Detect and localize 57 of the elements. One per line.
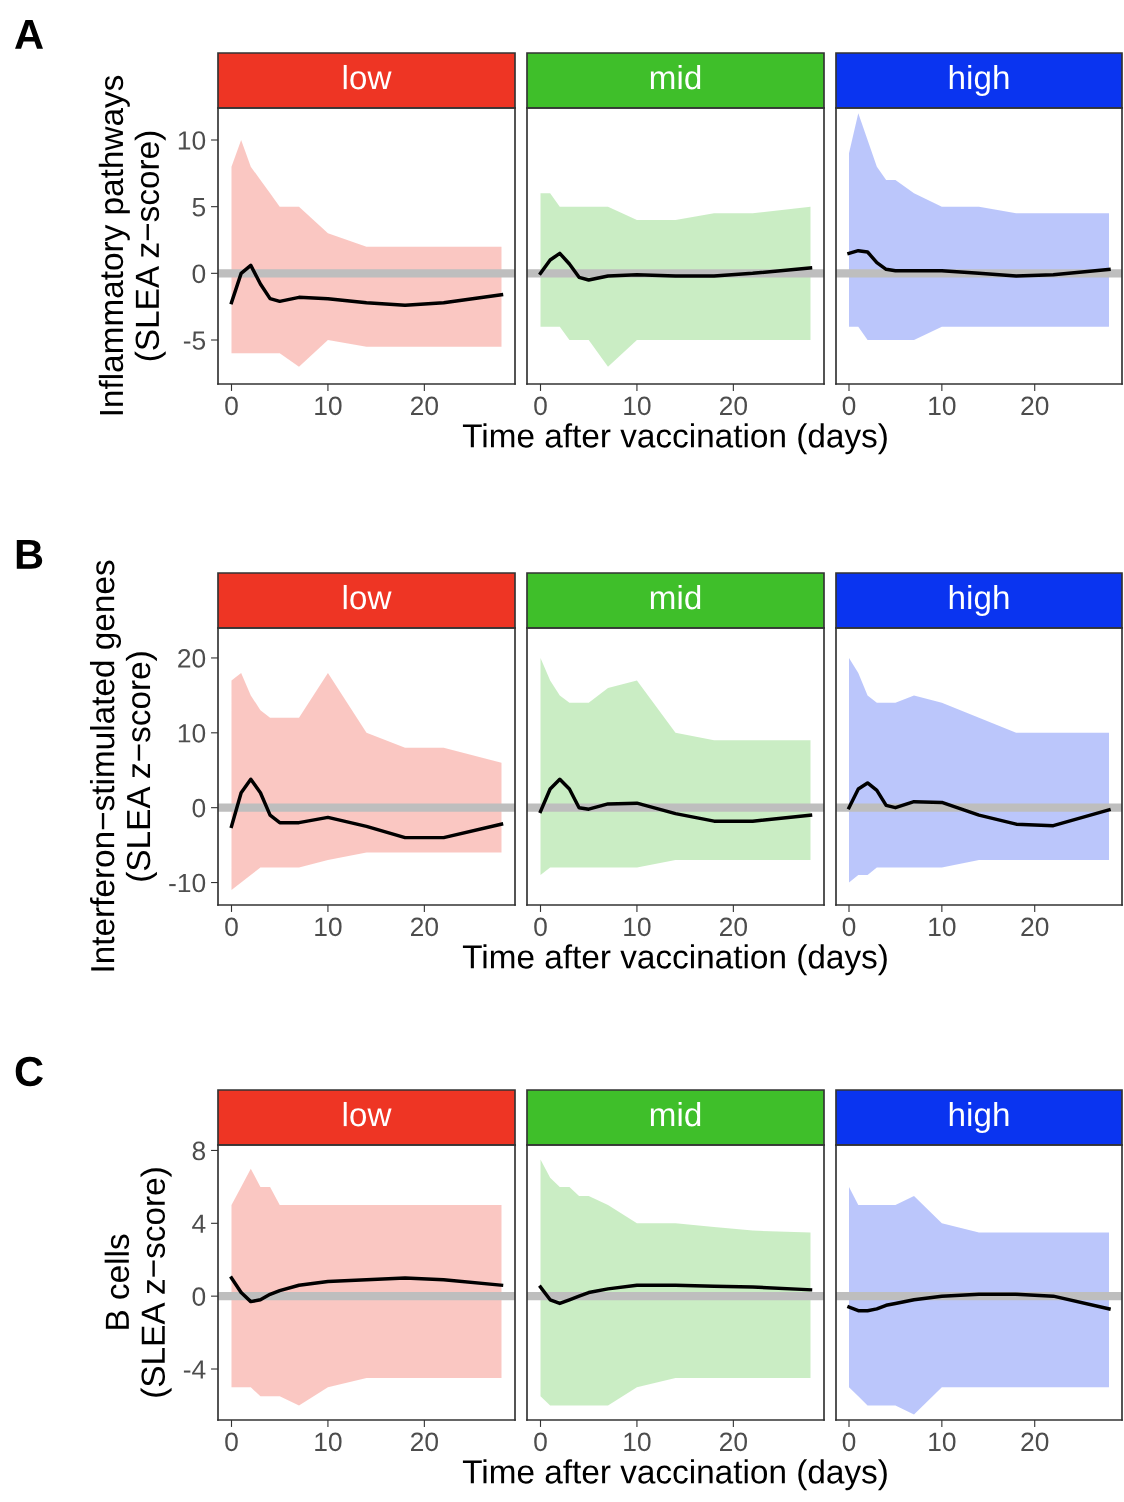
chart-title: high [949,1101,1009,1134]
y-tick-label: 10 [178,131,206,150]
y-tick-label: -4 [183,1360,206,1379]
text: C [15,1056,43,1087]
x-tick-label: 0 [225,1432,238,1452]
x-tick-label: 10 [315,396,342,416]
x-tick-label: 20 [1021,396,1049,416]
x-tick-label: 0 [842,396,856,416]
x-tick-label: 0 [534,917,547,937]
x-tick-label: 20 [720,1432,747,1452]
x-tick-label: 0 [225,917,238,937]
y-tick-label: -10 [169,873,206,893]
chart-title: mid [650,584,701,610]
y-tick-label: 0 [192,264,206,284]
y-tick-label: 20 [178,649,206,668]
x-tick-label: 20 [411,917,438,937]
y-tick-label: 10 [178,723,206,743]
x-tick-label: 0 [225,396,238,416]
y-axis-title: Inflammatory pathways (SLEA z−score) [98,75,166,415]
chart-title: low [343,584,392,610]
x-tick-label: 10 [929,1432,956,1452]
x-axis-title: Time after vaccination (days) [462,423,887,455]
x-tick-label: 10 [929,917,956,937]
x-tick-label: 10 [315,1432,342,1452]
y-tick-label: -5 [183,331,206,350]
x-tick-label: 10 [315,917,342,937]
x-tick-label: 20 [1021,1432,1049,1452]
x-tick-label: 20 [411,396,438,416]
x-tick-label: 0 [842,917,856,937]
chart-title: mid [650,64,701,90]
x-tick-label: 20 [720,396,747,416]
text: B [16,540,43,569]
x-axis-title: Time after vaccination (days) [462,1459,887,1491]
x-tick-label: 20 [720,917,747,937]
chart-title: low [343,64,392,90]
chart-title: low [343,1101,392,1127]
y-tick-label: 5 [192,198,206,217]
x-tick-label: 10 [624,396,651,416]
y-axis-title: Interferon−stimulated genes (SLEA z−score) [89,560,157,971]
y-axis-title: B cells (SLEA z−score) [104,1168,172,1397]
chart-title: mid [650,1101,701,1127]
x-tick-label: 20 [1021,917,1049,937]
text: A [15,20,43,49]
y-tick-label: 0 [192,798,206,818]
y-tick-label: 0 [192,1287,206,1306]
chart-title: high [949,64,1009,97]
x-tick-label: 10 [624,1432,651,1452]
x-tick-label: 10 [929,396,956,416]
x-tick-label: 20 [411,1432,438,1452]
y-tick-label: 8 [192,1141,206,1161]
y-tick-label: 4 [192,1214,206,1233]
x-tick-label: 10 [624,917,651,937]
chart-title: high [949,584,1009,617]
x-axis-title: Time after vaccination (days) [462,944,887,976]
x-tick-label: 0 [534,396,547,416]
x-tick-label: 0 [842,1432,856,1452]
x-tick-label: 0 [534,1432,547,1452]
